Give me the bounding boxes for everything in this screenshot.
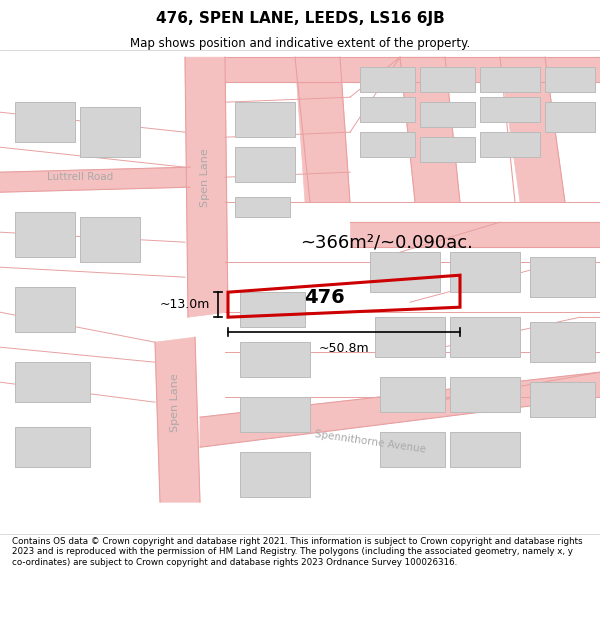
Polygon shape	[480, 97, 540, 122]
Polygon shape	[235, 197, 290, 217]
Text: ~13.0m: ~13.0m	[160, 298, 210, 311]
Text: ~50.8m: ~50.8m	[319, 342, 370, 355]
Polygon shape	[450, 252, 520, 292]
Polygon shape	[420, 67, 475, 92]
Polygon shape	[240, 398, 310, 432]
Polygon shape	[80, 217, 140, 262]
Polygon shape	[15, 428, 90, 468]
Polygon shape	[530, 382, 595, 418]
Polygon shape	[240, 292, 305, 327]
Polygon shape	[80, 107, 140, 157]
Polygon shape	[200, 372, 600, 448]
Polygon shape	[15, 362, 90, 403]
Polygon shape	[360, 97, 415, 122]
Polygon shape	[545, 67, 595, 92]
Text: Contains OS data © Crown copyright and database right 2021. This information is : Contains OS data © Crown copyright and d…	[12, 537, 583, 567]
Text: 476: 476	[304, 288, 344, 308]
Polygon shape	[420, 102, 475, 127]
Text: 476, SPEN LANE, LEEDS, LS16 6JB: 476, SPEN LANE, LEEDS, LS16 6JB	[155, 11, 445, 26]
Polygon shape	[0, 167, 190, 192]
Polygon shape	[185, 57, 228, 317]
Polygon shape	[500, 57, 565, 202]
Polygon shape	[155, 337, 200, 502]
Polygon shape	[240, 342, 310, 377]
Polygon shape	[350, 222, 600, 247]
Polygon shape	[240, 452, 310, 498]
Polygon shape	[225, 57, 600, 82]
Text: Spennithorne Avenue: Spennithorne Avenue	[314, 429, 426, 455]
Polygon shape	[370, 252, 440, 292]
Polygon shape	[420, 137, 475, 162]
Polygon shape	[15, 102, 75, 142]
Text: Map shows position and indicative extent of the property.: Map shows position and indicative extent…	[130, 38, 470, 51]
Text: Luttrell Road: Luttrell Road	[47, 172, 113, 182]
Polygon shape	[400, 57, 460, 202]
Text: Spen Lane: Spen Lane	[170, 372, 180, 431]
Polygon shape	[450, 377, 520, 412]
Polygon shape	[480, 132, 540, 157]
Polygon shape	[360, 67, 415, 92]
Polygon shape	[235, 102, 295, 137]
Polygon shape	[360, 132, 415, 157]
Polygon shape	[530, 322, 595, 362]
Polygon shape	[375, 317, 445, 357]
Text: Spen Lane: Spen Lane	[200, 148, 210, 206]
Text: ~366m²/~0.090ac.: ~366m²/~0.090ac.	[300, 233, 473, 251]
Polygon shape	[380, 377, 445, 412]
Polygon shape	[15, 287, 75, 332]
Polygon shape	[380, 432, 445, 468]
Polygon shape	[295, 57, 350, 202]
Polygon shape	[450, 432, 520, 468]
Polygon shape	[545, 102, 595, 132]
Polygon shape	[15, 212, 75, 257]
Polygon shape	[530, 257, 595, 297]
Polygon shape	[450, 317, 520, 357]
Polygon shape	[235, 147, 295, 182]
Polygon shape	[480, 67, 540, 92]
